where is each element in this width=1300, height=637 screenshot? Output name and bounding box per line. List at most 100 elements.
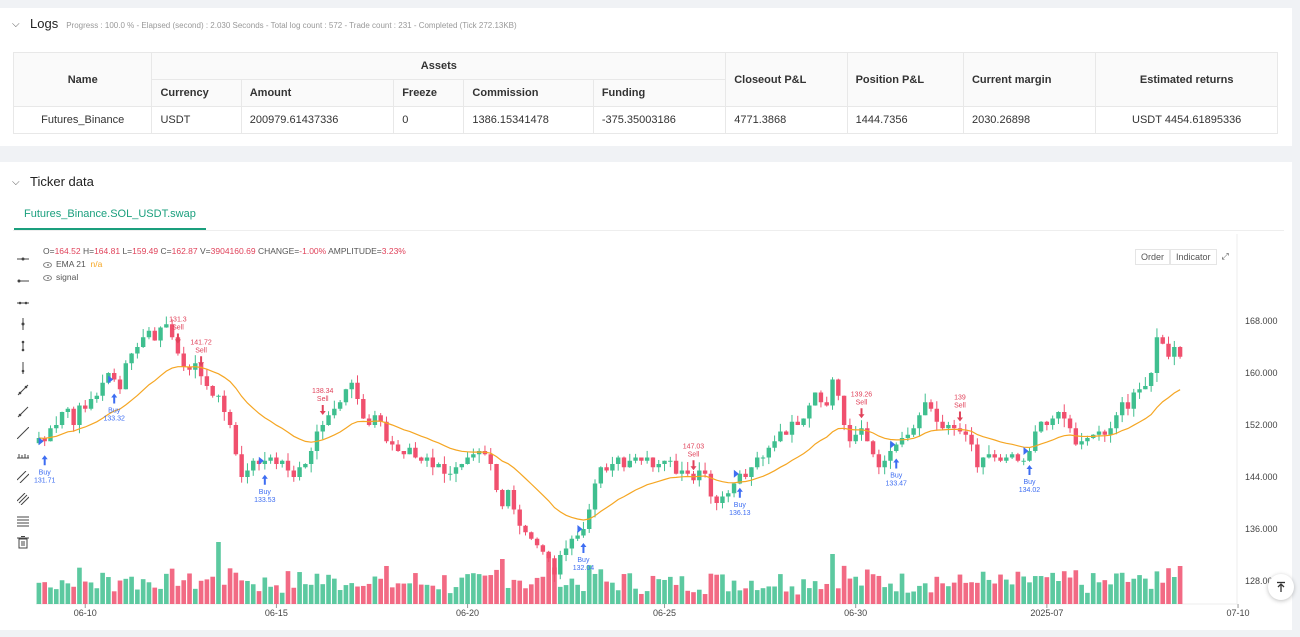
candle-body [419,457,424,461]
volume-bar [766,586,772,604]
candle-body [673,460,679,474]
arrow-up-icon [1277,581,1285,592]
sell-price: 141.72 [190,339,212,346]
y-tick-label: 152.000 [1245,420,1278,430]
sell-label: Sell [688,451,700,458]
volume-bar [760,588,766,604]
candle-body [888,451,893,461]
candle-body [343,389,349,403]
horizontal-line-icon[interactable] [14,250,32,268]
volume-bar [673,584,679,604]
sell-label: Sell [195,347,207,354]
candle-body [337,402,343,409]
volume-bar [418,584,424,604]
volume-bar [430,585,436,604]
volume-bar [175,585,181,604]
sell-price: 139.26 [851,391,873,398]
candle-body [801,418,806,425]
volume-bar [754,590,760,604]
col-funding: Funding [592,79,727,107]
volume-bar [749,580,754,604]
legend-signal[interactable]: signal [43,271,406,284]
volume-bar [1096,582,1102,604]
volume-bar [482,575,488,604]
ruler-icon[interactable] [14,446,32,464]
volume-bar [899,573,905,604]
candle-body [210,386,215,396]
volume-bar [569,578,575,604]
volume-bar [1003,579,1009,604]
cell-closeout: 4771.3868 [725,106,848,134]
y-tick-label: 160.000 [1245,368,1278,378]
candle-body [1033,431,1038,451]
buy-price: 133.53 [254,497,276,504]
vertical-segment-icon[interactable] [14,337,32,355]
volume-bar [303,584,308,604]
candle-body [517,509,522,526]
volume-bar [332,578,337,604]
indicator-button[interactable]: Indicator [1170,249,1217,265]
trend-ray-icon[interactable] [14,403,32,421]
ohlc-readout: O=164.52 H=164.81 L=159.49 C=162.87 V=39… [43,246,406,256]
extended-line-icon[interactable] [14,294,32,312]
candlestick-chart[interactable]: 168.000 160.000 152.000 144.000 136.000 128.0… [0,162,1292,630]
logs-header[interactable]: ⌵ Logs Progress : 100.0 % - Elapsed (sec… [12,16,517,31]
volume-bar [500,559,505,604]
candle-body [870,441,876,455]
candle-body [853,434,858,442]
candle-body [430,457,436,468]
extended-trend-icon[interactable] [14,424,32,442]
fullscreen-icon[interactable]: ⤢ [1221,251,1229,261]
candle-body [279,460,285,464]
volume-bar [53,589,59,604]
ticker-header[interactable]: ⌵ Ticker data [12,174,94,189]
candle-body [384,421,389,442]
volume-bar [360,585,366,604]
candle-body [737,473,743,484]
volume-bar [546,554,551,604]
chevron-down-icon[interactable]: ⌵ [12,177,20,188]
vertical-ray-icon[interactable] [14,359,32,377]
candle-body [117,379,123,390]
volume-bar [1056,581,1061,604]
eye-icon[interactable] [43,261,52,268]
volume-bar [413,573,418,604]
candle-body [291,470,296,477]
chevron-down-icon[interactable]: ⌵ [12,19,20,30]
volume-bar [1166,568,1171,604]
candle-body [1021,460,1026,462]
trash-icon[interactable] [14,533,32,551]
scroll-top-button[interactable] [1268,574,1294,600]
candle-body [592,483,598,510]
order-button[interactable]: Order [1135,249,1171,265]
candle-body [1085,438,1090,442]
eye-icon[interactable] [43,274,52,281]
volume-bar [384,565,389,604]
volume-bar [1067,577,1073,604]
horizontal-ray-icon[interactable] [14,272,32,290]
pitchfork-icon[interactable] [14,490,32,508]
volume-bar [395,583,401,604]
trend-line-icon[interactable] [14,381,32,399]
candle-body [164,324,169,328]
candle-body [1137,389,1142,393]
volume-bar [621,574,627,604]
fib-icon[interactable] [14,512,32,530]
volume-bar [998,574,1003,604]
candle-body [552,558,557,575]
volume-bar [708,573,714,604]
tab-sol-usdt-swap[interactable]: Futures_Binance.SOL_USDT.swap [14,202,206,230]
candle-body [668,460,673,462]
candle-body [1096,431,1102,435]
volume-bar [917,585,922,604]
parallel-channel-icon[interactable] [14,468,32,486]
vertical-line-icon[interactable] [14,315,32,333]
volume-bar [268,586,273,604]
cell-commission: 1386.15341478 [463,106,594,134]
candle-body [1125,402,1131,409]
legend-ema[interactable]: EMA 21 n/a [43,258,406,271]
candle-body [986,454,992,458]
volume-bar [77,567,82,604]
candle-body [233,425,239,455]
volume-bar [882,587,887,604]
